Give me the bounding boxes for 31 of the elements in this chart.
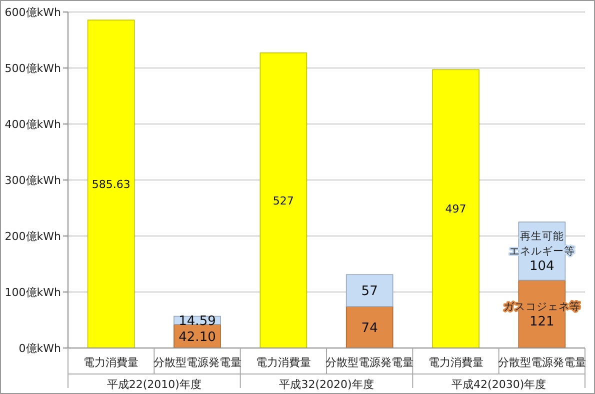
y-tick-label: 600億kWh <box>4 6 62 19</box>
data-label: 497 <box>445 202 466 216</box>
y-tick-label: 100億kWh <box>4 286 62 299</box>
x-tick-label: 電力消費量 <box>84 356 139 369</box>
data-label: 74 <box>361 320 378 336</box>
y-tick-label: 300億kWh <box>4 174 62 187</box>
series-label: 再生可能エネルギー等 <box>508 230 575 258</box>
x-tick-label: 分散型電源発電量 <box>326 356 414 369</box>
x-tick-label: 電力消費量 <box>428 356 484 369</box>
bar <box>432 69 480 348</box>
x-tick-label: 電力消費量 <box>256 356 311 369</box>
x-tick-label: 分散型電源発電量 <box>153 356 242 369</box>
data-label: 57 <box>361 284 378 300</box>
data-label: 104 <box>530 259 554 274</box>
data-label: 585.63 <box>92 178 130 191</box>
data-label: 14.59 <box>178 314 216 329</box>
data-label: 42.10 <box>178 330 216 345</box>
y-tick-label: 0億kWh <box>18 342 62 355</box>
data-label: 527 <box>272 194 294 208</box>
bar <box>346 306 394 348</box>
text: 平成42(2030)年度 <box>452 378 546 391</box>
y-tick-label: 500億kWh <box>4 62 62 75</box>
y-tick-label: 400億kWh <box>4 118 62 131</box>
y-tick-label: 200億kWh <box>4 230 62 243</box>
bar <box>346 274 394 307</box>
text: 平成32(2020)年度 <box>279 378 374 391</box>
bar <box>260 52 308 348</box>
bar <box>87 20 135 348</box>
data-label: 121 <box>530 314 554 330</box>
text: 平成22(2010)年度 <box>106 378 202 391</box>
x-tick-label: 分散型電源発電量 <box>498 356 586 369</box>
